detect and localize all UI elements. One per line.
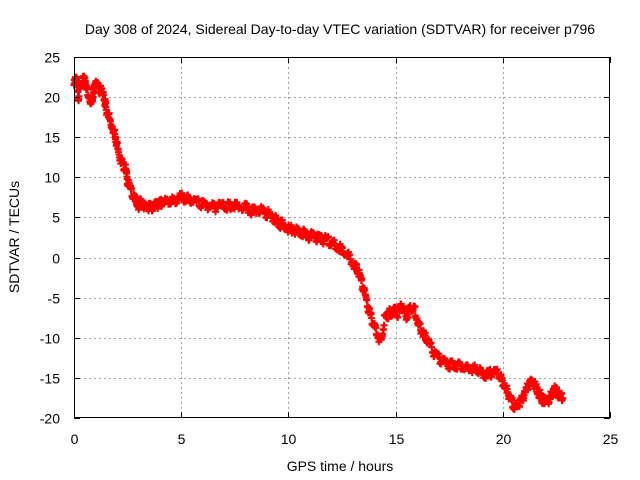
data-point-marker: [75, 92, 83, 100]
x-tick-label: 25: [603, 431, 619, 447]
x-tick-label: 0: [71, 431, 79, 447]
data-point-marker: [287, 221, 295, 229]
data-point-marker: [368, 314, 376, 322]
data-point-marker: [372, 324, 380, 332]
data-point-marker: [127, 184, 135, 192]
y-tick-label: 0: [52, 251, 60, 267]
y-tick-label: 5: [52, 210, 60, 226]
data-point-marker: [394, 313, 402, 321]
data-point-marker: [380, 321, 388, 329]
y-tick-label: 20: [44, 90, 60, 106]
data-point-marker: [558, 389, 566, 397]
axis-ticks: [74, 57, 611, 419]
y-tick-label: -5: [48, 291, 61, 307]
y-tick-label: -15: [40, 371, 60, 387]
data-point-marker: [552, 383, 560, 391]
data-point-marker: [178, 189, 186, 197]
data-point-marker: [516, 403, 524, 411]
data-point-marker: [416, 319, 424, 327]
data-point-marker: [537, 391, 545, 399]
data-point-marker: [358, 275, 366, 283]
data-point-marker: [194, 195, 202, 203]
y-axis-label: SDTVAR / TECUs: [6, 181, 22, 293]
y-tick-label: 15: [44, 130, 60, 146]
x-tick-labels: 0 5 10 15 20 25: [71, 431, 619, 447]
y-tick-labels: -20 -15 -10 -5 0 5 10 15 20 25: [40, 50, 60, 427]
data-point-marker: [83, 83, 91, 91]
data-point-marker: [559, 394, 567, 402]
x-tick-label: 10: [281, 431, 297, 447]
data-point-marker: [324, 233, 332, 241]
y-tick-label: 10: [44, 170, 60, 186]
data-point-marker: [335, 248, 343, 256]
data-point-marker: [421, 329, 429, 337]
y-tick-label: -10: [40, 331, 60, 347]
x-axis-label: GPS time / hours: [287, 458, 394, 474]
data-point-marker: [404, 313, 412, 321]
data-point-marker: [508, 394, 516, 402]
x-tick-label: 20: [496, 431, 512, 447]
data-point-marker: [305, 236, 313, 244]
series-sdtvar: [70, 72, 567, 413]
x-tick-label: 5: [178, 431, 186, 447]
data-points: [70, 72, 567, 413]
y-tick-label: 25: [44, 50, 60, 66]
chart-title: Day 308 of 2024, Sidereal Day-to-day VTE…: [85, 21, 595, 37]
data-point-marker: [411, 302, 419, 310]
grid-lines: [74, 57, 610, 418]
x-tick-label: 15: [389, 431, 405, 447]
data-point-marker: [247, 211, 255, 219]
plot-frame: [74, 57, 610, 418]
y-tick-label: -20: [40, 411, 60, 427]
